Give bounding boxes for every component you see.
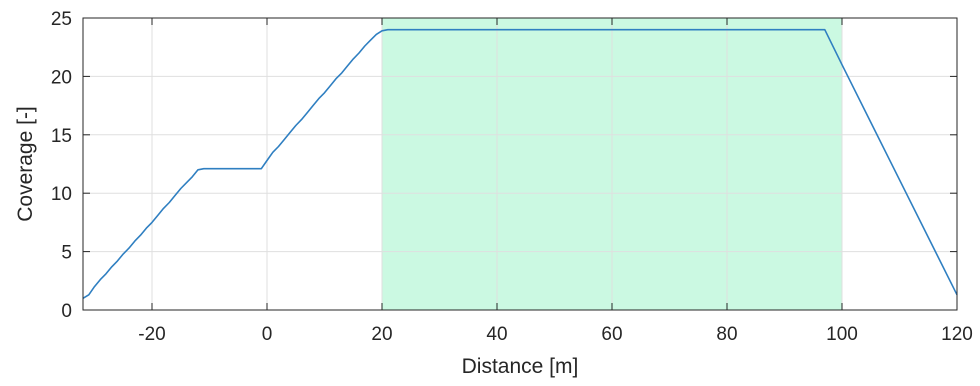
x-tick-label: 60 bbox=[601, 324, 622, 345]
y-axis-label: Coverage [-] bbox=[14, 106, 37, 222]
x-tick-label: 0 bbox=[262, 324, 273, 345]
y-tick-label: 10 bbox=[51, 184, 72, 205]
x-tick-label: 20 bbox=[371, 324, 392, 345]
y-tick-label: 5 bbox=[61, 243, 72, 264]
x-tick-label: 120 bbox=[941, 324, 973, 345]
y-tick-label: 20 bbox=[51, 67, 72, 88]
plot-frame bbox=[82, 17, 958, 311]
y-tick-label: 15 bbox=[51, 126, 72, 147]
x-axis-label: Distance [m] bbox=[462, 355, 579, 378]
y-tick-label: 0 bbox=[61, 301, 72, 322]
x-tick-label: 40 bbox=[486, 324, 507, 345]
x-tick-label: 80 bbox=[716, 324, 737, 345]
x-tick-label: 100 bbox=[826, 324, 858, 345]
coverage-line bbox=[82, 28, 958, 299]
x-tick-label: -20 bbox=[138, 324, 165, 345]
y-tick-label: 25 bbox=[51, 9, 72, 30]
